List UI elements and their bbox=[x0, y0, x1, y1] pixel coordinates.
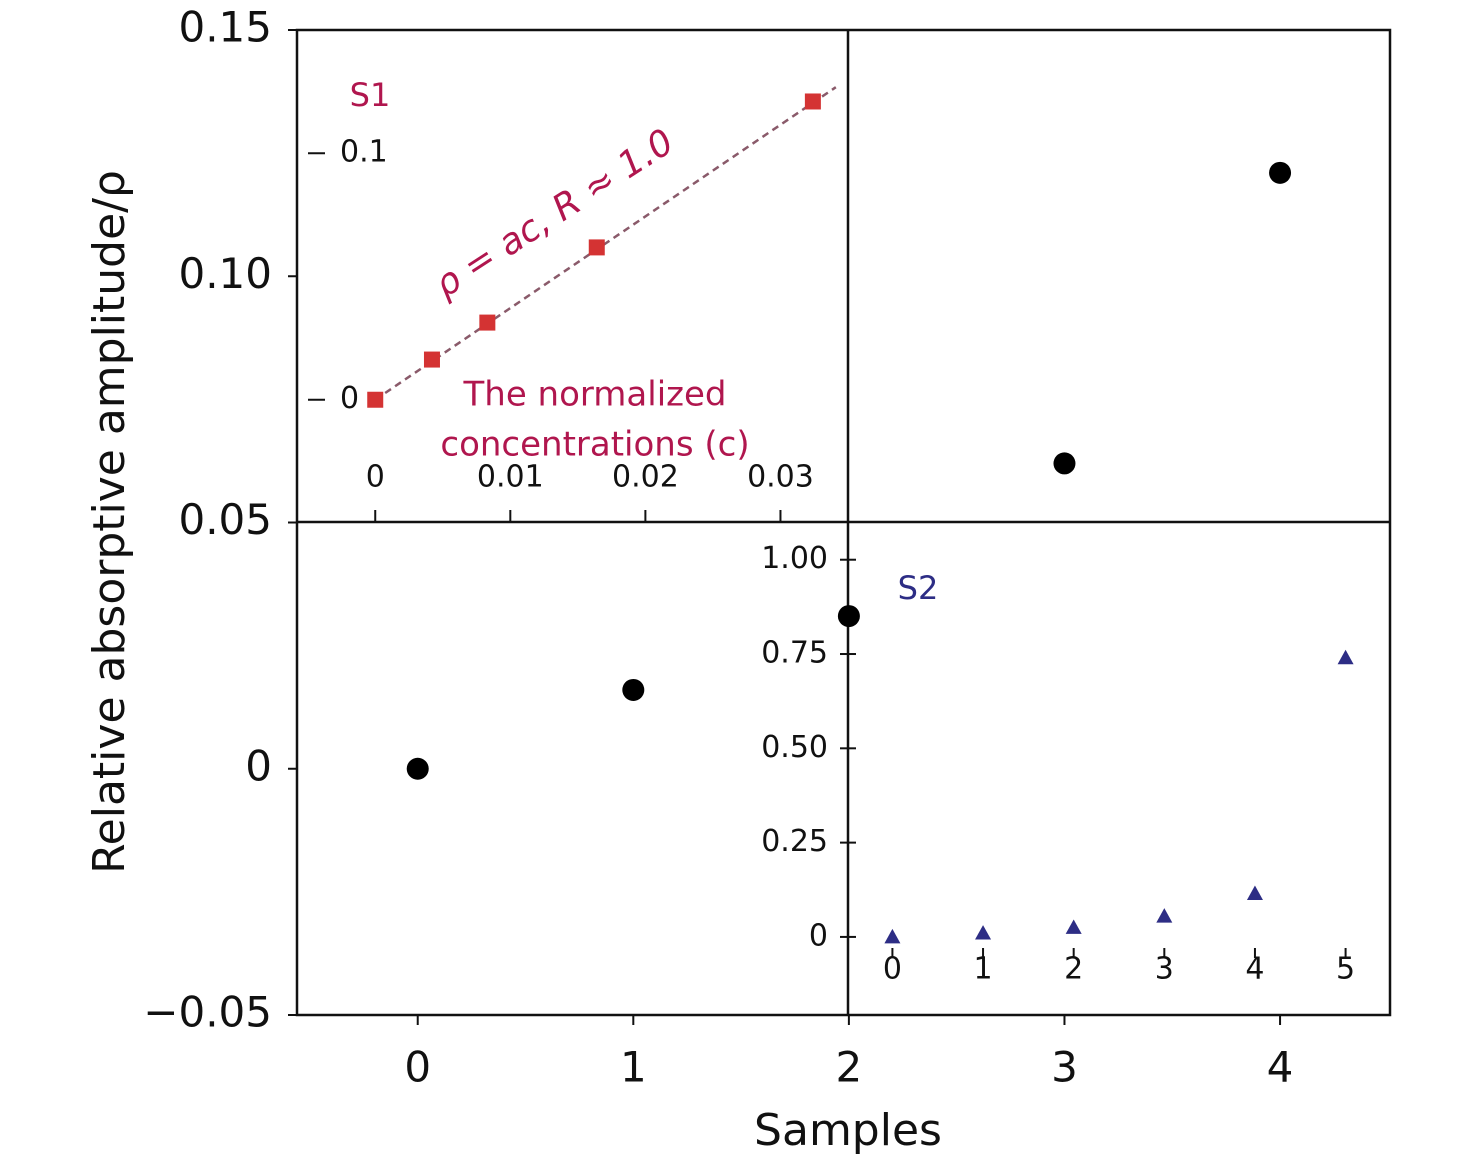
point bbox=[479, 314, 496, 331]
point bbox=[1246, 885, 1263, 900]
x-tick-label: 0.02 bbox=[612, 460, 679, 495]
series-label: S1 bbox=[350, 76, 391, 114]
point bbox=[622, 678, 645, 701]
x-axis-label: The normalized bbox=[463, 375, 727, 415]
y-tick-label: 0.50 bbox=[761, 730, 828, 765]
x-tick-label: 0.03 bbox=[747, 460, 814, 495]
x-tick-label: 0 bbox=[883, 952, 902, 987]
series-label: S2 bbox=[898, 569, 939, 607]
y-tick-label: 0 bbox=[809, 918, 828, 953]
point bbox=[1065, 919, 1082, 934]
y-tick-label: 0 bbox=[245, 741, 272, 790]
x-axis-label: Samples bbox=[754, 1105, 942, 1156]
y-tick-label: 0.1 bbox=[340, 135, 388, 170]
y-tick-label: −0.05 bbox=[143, 988, 272, 1037]
point bbox=[588, 239, 605, 256]
point bbox=[423, 351, 440, 368]
x-tick-label: 0.01 bbox=[477, 460, 544, 495]
x-tick-label: 0 bbox=[366, 460, 385, 495]
point bbox=[837, 605, 860, 628]
x-tick-label: 5 bbox=[1336, 952, 1355, 987]
x-tick-label: 2 bbox=[1064, 952, 1083, 987]
point bbox=[804, 93, 821, 110]
point bbox=[406, 757, 429, 780]
x-tick-label: 1 bbox=[620, 1043, 647, 1092]
y-tick-label: 0.75 bbox=[761, 636, 828, 671]
point bbox=[367, 391, 384, 408]
x-tick-label: 2 bbox=[836, 1043, 863, 1092]
y-axis-label: Relative absorptive amplitude/ρ bbox=[84, 170, 135, 874]
x-tick-label: 4 bbox=[1245, 952, 1264, 987]
y-tick-label: 0.25 bbox=[761, 824, 828, 859]
y-tick-label: 0.10 bbox=[178, 249, 272, 298]
point bbox=[1053, 452, 1076, 475]
y-tick-label: 0.05 bbox=[178, 495, 272, 544]
x-tick-label: 3 bbox=[1155, 952, 1174, 987]
x-tick-label: 3 bbox=[1051, 1043, 1078, 1092]
point bbox=[975, 925, 992, 940]
x-axis-label: concentrations (c) bbox=[440, 425, 749, 465]
fit-line bbox=[374, 86, 837, 401]
x-tick-label: 0 bbox=[404, 1043, 431, 1092]
y-tick-label: 0 bbox=[340, 381, 359, 416]
y-tick-label: 1.00 bbox=[761, 541, 828, 576]
y-tick-label: 0.15 bbox=[178, 3, 272, 52]
x-tick-label: 1 bbox=[973, 952, 992, 987]
point bbox=[884, 928, 901, 944]
point bbox=[1337, 649, 1354, 665]
x-tick-label: 4 bbox=[1267, 1043, 1294, 1092]
point bbox=[1156, 908, 1173, 923]
point bbox=[1269, 161, 1292, 184]
